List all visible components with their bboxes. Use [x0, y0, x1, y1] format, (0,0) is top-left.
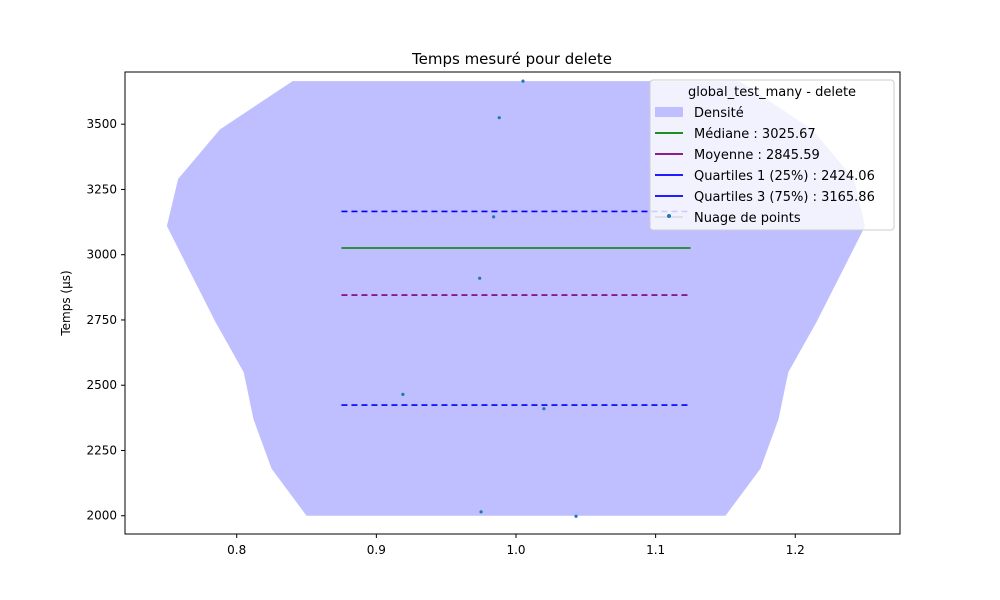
data-point: [542, 407, 546, 411]
y-tick-label: 3500: [86, 117, 117, 131]
data-point: [492, 215, 496, 219]
data-point: [401, 392, 405, 396]
data-point: [497, 116, 501, 120]
legend-marker-points: [667, 214, 671, 218]
x-tick-label: 1.0: [506, 543, 525, 557]
legend-label-q3: Quartiles 3 (75%) : 3165.86: [694, 190, 875, 205]
y-tick-label: 2250: [86, 443, 117, 457]
legend: global_test_many - delete Densité Médiane …: [649, 79, 895, 231]
legend-label-mean: Moyenne : 2845.59: [694, 148, 820, 163]
x-tick-label: 1.2: [786, 543, 805, 557]
legend-swatch-density: [655, 107, 683, 117]
legend-box: [649, 79, 895, 231]
y-axis: 2000 2250 2500 2750 3000 3250 3500: [86, 117, 125, 523]
y-tick-label: 2500: [86, 378, 117, 392]
data-point: [521, 79, 525, 83]
legend-label-points: Nuage de points: [694, 211, 801, 226]
legend-label-q1: Quartiles 1 (25%) : 2424.06: [694, 169, 875, 184]
x-tick-label: 1.1: [646, 543, 665, 557]
legend-label-median: Médiane : 3025.67: [694, 127, 816, 142]
legend-label-density: Densité: [694, 106, 744, 121]
y-tick-label: 2750: [86, 313, 117, 327]
data-point: [478, 276, 482, 280]
y-tick-label: 2000: [86, 509, 117, 523]
data-point: [574, 514, 578, 518]
y-axis-label: Temps (µs): [59, 270, 73, 336]
data-point: [479, 510, 483, 514]
plot-frame: [124, 71, 901, 535]
x-tick-label: 0.9: [367, 543, 386, 557]
x-axis: 0.8 0.9 1.0 1.1 1.2: [227, 534, 805, 557]
legend-title: global_test_many - delete: [688, 85, 856, 100]
y-tick-label: 3250: [86, 182, 117, 196]
chart-title: Temps mesuré pour delete: [411, 50, 612, 68]
y-tick-label: 3000: [86, 248, 117, 262]
x-tick-label: 0.8: [227, 543, 246, 557]
